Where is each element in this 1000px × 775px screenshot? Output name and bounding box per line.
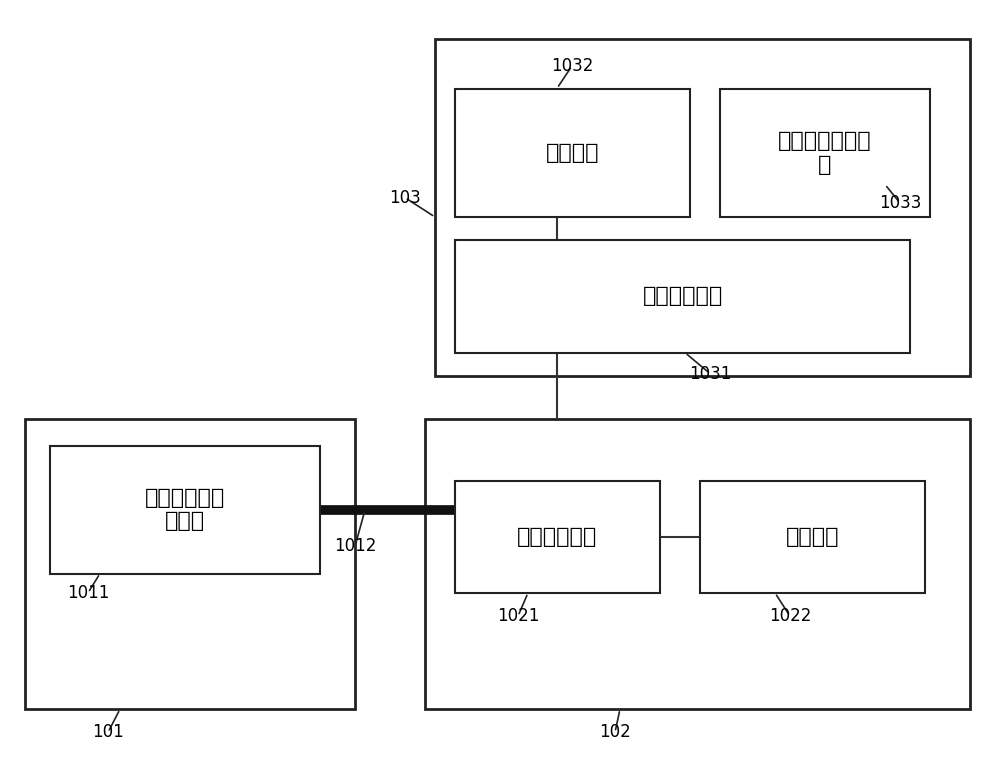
Text: 测量模块: 测量模块 [786,527,839,546]
Text: 1021: 1021 [497,607,539,625]
Bar [425,418,970,709]
Bar [700,480,925,593]
Bar [455,240,910,353]
Text: 103: 103 [389,188,421,207]
Text: 第二光学组件: 第二光学组件 [642,287,723,306]
Text: 1032: 1032 [551,57,593,75]
Text: 1033: 1033 [879,194,921,212]
Bar [25,418,355,709]
Text: 1012: 1012 [334,537,376,556]
Bar [455,480,660,593]
Text: 1011: 1011 [67,584,109,602]
Bar [435,39,970,376]
Text: 第一光学组件: 第一光学组件 [517,527,598,546]
Bar [455,89,690,217]
Text: 1022: 1022 [769,607,811,625]
Bar [50,446,320,574]
Bar [720,89,930,217]
Text: 近红外波段生
成装置: 近红外波段生 成装置 [145,488,225,531]
Text: 102: 102 [599,723,631,742]
Text: 第一信号采集装
置: 第一信号采集装 置 [778,132,872,174]
Text: 1031: 1031 [689,364,731,383]
Text: 101: 101 [92,723,124,742]
Text: 样品平台: 样品平台 [546,143,599,163]
